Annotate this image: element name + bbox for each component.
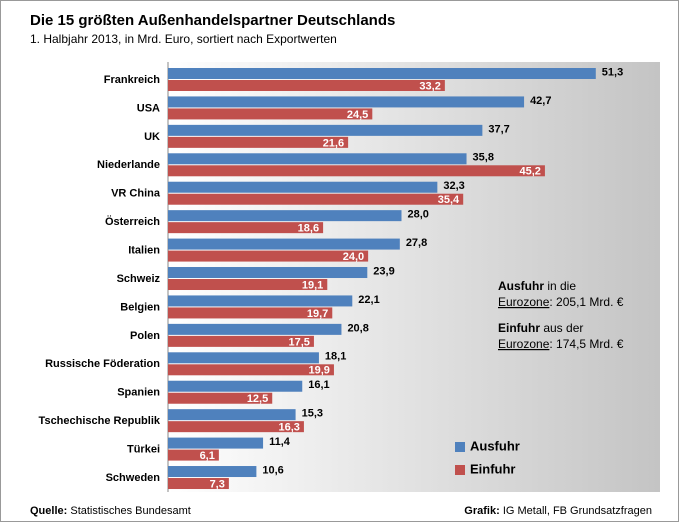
bar	[168, 222, 324, 234]
data-label: 18,6	[298, 223, 319, 235]
y-tick-label: Spanien	[117, 387, 160, 399]
annotation-part: Ausfuhr	[498, 279, 544, 293]
bar	[168, 295, 353, 307]
data-label: 15,3	[302, 408, 323, 420]
bar	[168, 181, 438, 193]
bar	[168, 335, 314, 347]
annotation-part: Einfuhr	[498, 321, 540, 335]
footer: Quelle: Statistisches Bundesamt	[30, 505, 191, 517]
bar	[168, 409, 296, 421]
y-tick-label: Italien	[128, 244, 160, 256]
bar	[168, 210, 402, 222]
data-label: 10,6	[262, 464, 283, 476]
data-label: 35,8	[473, 152, 494, 164]
legend-label: Einfuhr	[470, 461, 516, 476]
annotation: Ausfuhr in die Eurozone: 205,1 Mrd. €	[498, 279, 624, 309]
footer-part: Statistisches Bundesamt	[67, 505, 191, 517]
bar	[168, 108, 373, 120]
data-label: 24,5	[347, 109, 368, 121]
y-tick-label: Österreich	[105, 215, 160, 228]
data-label: 51,3	[602, 66, 623, 78]
bar	[168, 238, 400, 250]
y-tick-label: Schweden	[106, 472, 161, 484]
annotation: Einfuhr aus der Eurozone: 174,5 Mrd. €	[498, 321, 624, 351]
legend-swatch	[455, 465, 465, 475]
data-label: 19,7	[307, 308, 328, 320]
bar	[168, 323, 342, 335]
bar	[168, 267, 368, 279]
data-label: 33,2	[419, 80, 440, 92]
data-label: 21,6	[323, 137, 344, 149]
data-label: 6,1	[200, 450, 215, 462]
data-label: 20,8	[347, 322, 368, 334]
chart-subtitle: 1. Halbjahr 2013, in Mrd. Euro, sortiert…	[30, 32, 337, 46]
annotation-part: : 205,1 Mrd. €	[549, 295, 623, 309]
data-label: 19,9	[309, 365, 330, 377]
y-tick-label: Belgien	[120, 301, 160, 313]
data-label: 7,3	[210, 478, 225, 490]
bar	[168, 466, 257, 478]
y-tick-label: VR China	[111, 188, 161, 200]
data-label: 32,3	[443, 180, 464, 192]
bar	[168, 380, 303, 392]
data-label: 11,4	[269, 436, 291, 448]
data-label: 16,3	[279, 422, 300, 434]
chart-title: Die 15 größten Außenhandelspartner Deuts…	[30, 12, 395, 29]
bar	[168, 421, 304, 433]
footer-part: IG Metall, FB Grundsatzfragen	[500, 505, 652, 517]
y-tick-label: Polen	[130, 330, 160, 342]
bar	[168, 80, 445, 91]
annotation-part: Eurozone	[498, 337, 550, 351]
data-label: 19,1	[302, 279, 323, 291]
bar	[168, 478, 229, 490]
data-label: 16,1	[308, 379, 329, 391]
data-label: 23,9	[373, 265, 394, 277]
bar	[168, 437, 264, 449]
data-label: 28,0	[407, 209, 428, 221]
bar	[168, 136, 349, 148]
annotation-part: in die	[544, 279, 576, 293]
y-tick-label: Niederlande	[97, 159, 160, 171]
bar	[168, 124, 483, 136]
bar	[168, 392, 273, 404]
footer-part: Grafik:	[464, 505, 499, 517]
bar	[168, 153, 467, 165]
bar	[168, 307, 333, 319]
legend-label: Ausfuhr	[470, 438, 520, 453]
annotation-part: aus der	[540, 321, 583, 335]
data-label: 18,1	[325, 351, 346, 363]
bar	[168, 449, 219, 461]
data-label: 12,5	[247, 393, 268, 405]
y-tick-label: Russische Föderation	[45, 358, 160, 370]
y-tick-label: Türkei	[127, 443, 160, 455]
bar	[168, 165, 545, 177]
data-label: 42,7	[530, 95, 551, 107]
annotation-part: : 174,5 Mrd. €	[549, 337, 623, 351]
bar	[168, 250, 369, 262]
y-tick-label: Frankreich	[104, 74, 161, 86]
data-label: 22,1	[358, 294, 379, 306]
footer-part: Quelle:	[30, 505, 67, 517]
legend-swatch	[455, 442, 465, 452]
bar	[168, 279, 328, 291]
bar	[168, 352, 319, 364]
footer: Grafik: IG Metall, FB Grundsatzfragen	[464, 505, 652, 517]
annotation-part: Eurozone	[498, 295, 550, 309]
data-label: 37,7	[488, 123, 509, 135]
y-tick-label: USA	[137, 102, 160, 114]
data-label: 17,5	[289, 336, 310, 348]
data-label: 24,0	[343, 251, 364, 263]
bar	[168, 68, 596, 79]
data-label: 45,2	[520, 166, 541, 178]
data-label: 27,8	[406, 237, 427, 249]
bar	[168, 193, 464, 205]
y-tick-label: UK	[144, 131, 160, 143]
bar	[168, 96, 525, 108]
bar	[168, 364, 334, 376]
y-tick-label: Schweiz	[117, 273, 161, 285]
y-tick-label: Tschechische Republik	[39, 415, 161, 427]
data-label: 35,4	[438, 194, 460, 206]
